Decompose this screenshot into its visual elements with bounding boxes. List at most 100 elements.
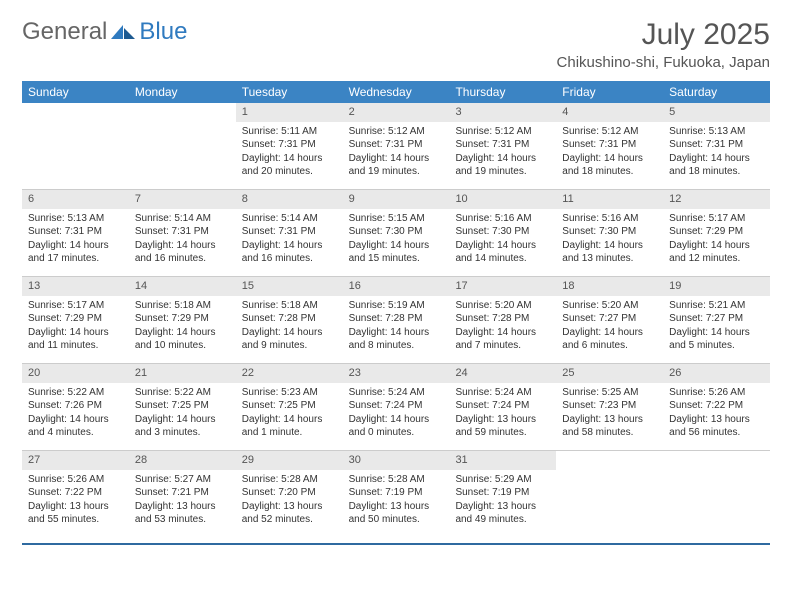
day-number: 2 [343,103,450,122]
sunrise-text: Sunrise: 5:28 AM [349,473,444,487]
daylight-text: Daylight: 14 hours and 16 minutes. [242,239,337,266]
sunset-text: Sunset: 7:31 PM [135,225,230,239]
day-cell [22,103,129,189]
daylight-text: Daylight: 13 hours and 58 minutes. [562,413,657,440]
day-number: 8 [236,190,343,209]
sunrise-text: Sunrise: 5:25 AM [562,386,657,400]
sunset-text: Sunset: 7:31 PM [28,225,123,239]
daylight-text: Daylight: 13 hours and 53 minutes. [135,500,230,527]
sunset-text: Sunset: 7:29 PM [135,312,230,326]
weekday-header-row: Sunday Monday Tuesday Wednesday Thursday… [22,81,770,103]
sunset-text: Sunset: 7:31 PM [349,138,444,152]
daylight-text: Daylight: 13 hours and 52 minutes. [242,500,337,527]
day-body: Sunrise: 5:14 AMSunset: 7:31 PMDaylight:… [236,209,343,272]
location: Chikushino-shi, Fukuoka, Japan [557,54,770,71]
day-number: 12 [663,190,770,209]
sunset-text: Sunset: 7:20 PM [242,486,337,500]
day-cell: 6Sunrise: 5:13 AMSunset: 7:31 PMDaylight… [22,190,129,276]
sunset-text: Sunset: 7:23 PM [562,399,657,413]
daylight-text: Daylight: 14 hours and 3 minutes. [135,413,230,440]
weekday-header: Saturday [663,81,770,103]
day-body: Sunrise: 5:22 AMSunset: 7:25 PMDaylight:… [129,383,236,446]
week-row: 6Sunrise: 5:13 AMSunset: 7:31 PMDaylight… [22,189,770,276]
calendar: Sunday Monday Tuesday Wednesday Thursday… [22,81,770,537]
sunset-text: Sunset: 7:29 PM [669,225,764,239]
day-number: 18 [556,277,663,296]
day-body: Sunrise: 5:23 AMSunset: 7:25 PMDaylight:… [236,383,343,446]
day-cell: 10Sunrise: 5:16 AMSunset: 7:30 PMDayligh… [449,190,556,276]
day-cell: 3Sunrise: 5:12 AMSunset: 7:31 PMDaylight… [449,103,556,189]
sunset-text: Sunset: 7:30 PM [349,225,444,239]
day-body: Sunrise: 5:11 AMSunset: 7:31 PMDaylight:… [236,122,343,185]
sunset-text: Sunset: 7:30 PM [562,225,657,239]
day-body: Sunrise: 5:18 AMSunset: 7:28 PMDaylight:… [236,296,343,359]
sunset-text: Sunset: 7:29 PM [28,312,123,326]
weekday-header: Tuesday [236,81,343,103]
week-row: 1Sunrise: 5:11 AMSunset: 7:31 PMDaylight… [22,103,770,189]
day-number: 6 [22,190,129,209]
sunrise-text: Sunrise: 5:14 AM [242,212,337,226]
day-number: 29 [236,451,343,470]
logo: General Blue [22,18,187,46]
daylight-text: Daylight: 14 hours and 5 minutes. [669,326,764,353]
sunrise-text: Sunrise: 5:24 AM [455,386,550,400]
day-cell: 12Sunrise: 5:17 AMSunset: 7:29 PMDayligh… [663,190,770,276]
sunrise-text: Sunrise: 5:23 AM [242,386,337,400]
sunset-text: Sunset: 7:24 PM [455,399,550,413]
day-number: 27 [22,451,129,470]
day-cell: 20Sunrise: 5:22 AMSunset: 7:26 PMDayligh… [22,364,129,450]
day-cell: 26Sunrise: 5:26 AMSunset: 7:22 PMDayligh… [663,364,770,450]
day-cell: 27Sunrise: 5:26 AMSunset: 7:22 PMDayligh… [22,451,129,537]
day-body: Sunrise: 5:26 AMSunset: 7:22 PMDaylight:… [22,470,129,533]
day-cell: 18Sunrise: 5:20 AMSunset: 7:27 PMDayligh… [556,277,663,363]
daylight-text: Daylight: 14 hours and 14 minutes. [455,239,550,266]
day-cell: 25Sunrise: 5:25 AMSunset: 7:23 PMDayligh… [556,364,663,450]
week-row: 27Sunrise: 5:26 AMSunset: 7:22 PMDayligh… [22,450,770,537]
day-cell: 4Sunrise: 5:12 AMSunset: 7:31 PMDaylight… [556,103,663,189]
day-cell: 5Sunrise: 5:13 AMSunset: 7:31 PMDaylight… [663,103,770,189]
day-number: 25 [556,364,663,383]
bottom-rule [22,543,770,545]
day-number: 28 [129,451,236,470]
sunset-text: Sunset: 7:24 PM [349,399,444,413]
sunrise-text: Sunrise: 5:12 AM [455,125,550,139]
daylight-text: Daylight: 13 hours and 55 minutes. [28,500,123,527]
day-body: Sunrise: 5:28 AMSunset: 7:19 PMDaylight:… [343,470,450,533]
sunrise-text: Sunrise: 5:24 AM [349,386,444,400]
day-number: 24 [449,364,556,383]
sunset-text: Sunset: 7:25 PM [135,399,230,413]
sunset-text: Sunset: 7:27 PM [669,312,764,326]
day-cell: 1Sunrise: 5:11 AMSunset: 7:31 PMDaylight… [236,103,343,189]
daylight-text: Daylight: 14 hours and 8 minutes. [349,326,444,353]
weekday-header: Thursday [449,81,556,103]
sunrise-text: Sunrise: 5:14 AM [135,212,230,226]
daylight-text: Daylight: 14 hours and 0 minutes. [349,413,444,440]
day-cell: 2Sunrise: 5:12 AMSunset: 7:31 PMDaylight… [343,103,450,189]
sunset-text: Sunset: 7:21 PM [135,486,230,500]
daylight-text: Daylight: 14 hours and 6 minutes. [562,326,657,353]
sunrise-text: Sunrise: 5:21 AM [669,299,764,313]
day-number: 22 [236,364,343,383]
day-body: Sunrise: 5:20 AMSunset: 7:28 PMDaylight:… [449,296,556,359]
sunrise-text: Sunrise: 5:19 AM [349,299,444,313]
day-cell: 29 Sunrise: 5:28 AMSunset: 7:20 PMDayligh… [236,451,343,537]
sunset-text: Sunset: 7:26 PM [28,399,123,413]
sunrise-text: Sunrise: 5:20 AM [562,299,657,313]
logo-sail-icon [109,23,137,41]
day-number: 14 [129,277,236,296]
day-number: 17 [449,277,556,296]
sunset-text: Sunset: 7:28 PM [242,312,337,326]
sunrise-text: Sunrise: 5:28 AM [242,473,337,487]
day-cell: 19Sunrise: 5:21 AMSunset: 7:27 PMDayligh… [663,277,770,363]
day-body: Sunrise: 5:13 AMSunset: 7:31 PMDaylight:… [22,209,129,272]
sunrise-text: Sunrise: 5:26 AM [669,386,764,400]
day-body: Sunrise: 5:25 AMSunset: 7:23 PMDaylight:… [556,383,663,446]
sunrise-text: Sunrise: 5:26 AM [28,473,123,487]
sunset-text: Sunset: 7:19 PM [455,486,550,500]
day-cell: 21Sunrise: 5:22 AMSunset: 7:25 PMDayligh… [129,364,236,450]
day-cell: 9Sunrise: 5:15 AMSunset: 7:30 PMDaylight… [343,190,450,276]
day-number: 11 [556,190,663,209]
sunrise-text: Sunrise: 5:18 AM [135,299,230,313]
daylight-text: Daylight: 14 hours and 18 minutes. [669,152,764,179]
logo-word-1: General [22,18,107,46]
